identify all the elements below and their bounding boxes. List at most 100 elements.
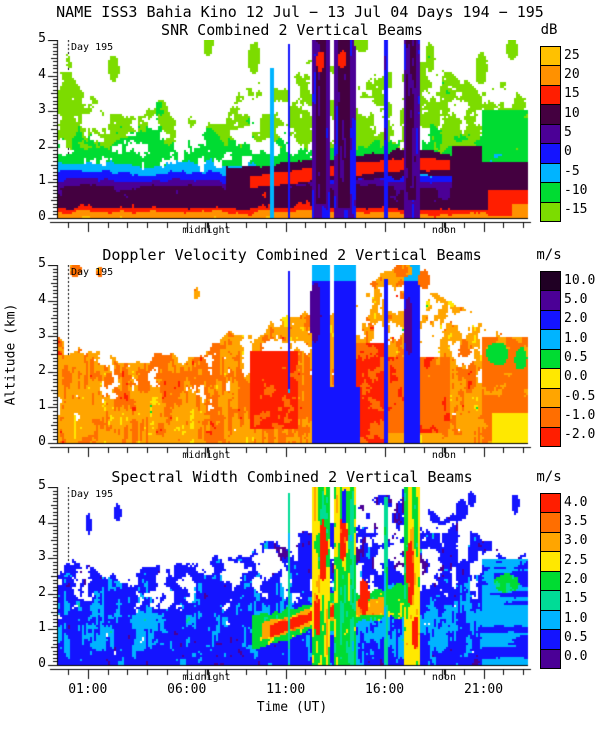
spectral-width-units-label: m/s [536,469,562,485]
doppler-velocity-colorbar-tick-label: 0.0 [564,369,588,385]
doppler-velocity-colorbar [540,271,561,447]
snr-colorbar-segment [541,182,560,202]
doppler-velocity-colorbar-tick-label: -2.0 [564,427,596,443]
spectral-width-colorbar-tick-label: 1.0 [564,610,588,626]
altitude-tick-label: 3 [38,102,46,118]
doppler-velocity-heatmap-canvas [0,265,600,461]
altitude-tick-label: 4 [38,66,46,82]
snr-colorbar-tick-label: 25 [564,47,580,63]
altitude-tick-label: 0 [38,434,46,449]
altitude-tick-label: 4 [38,291,46,307]
snr-colorbar-segment [541,47,560,66]
snr-colorbar-tick-label: 15 [564,86,580,102]
spectral-width-colorbar-segment [541,629,560,649]
doppler-velocity-colorbar-tick-label: 0.5 [564,350,588,365]
altitude-tick-label: 1 [38,620,46,636]
snr-colorbar-segment [541,65,560,85]
snr-colorbar-segment [541,104,560,124]
doppler-velocity-colorbar-segment [541,426,560,446]
snr-colorbar-tick-label: 5 [564,125,572,140]
snr-units-label: dB [540,22,558,38]
doppler-velocity-colorbar-tick-label: -1.0 [564,408,596,423]
spectral-width-colorbar-tick-label: 0.0 [564,649,588,665]
day-marker-label: Day 195 [71,42,114,53]
altitude-tick-label: 2 [38,584,46,600]
doppler-velocity-colorbar-segment [541,348,560,369]
doppler-velocity-panel-title: Doppler Velocity Combined 2 Vertical Bea… [102,246,482,264]
altitude-tick-label: 5 [38,256,46,271]
snr-panel-title: SNR Combined 2 Vertical Beams [161,21,423,39]
spectral-width-colorbar-segment [541,531,560,552]
spectral-width-colorbar-tick-label: 3.5 [564,514,588,529]
doppler-velocity-units-label: m/s [536,247,562,263]
spectral-width-colorbar-tick-label: 1.5 [564,591,588,607]
snr-colorbar-tick-label: 20 [564,67,580,82]
time-annotation-noon: noon [431,225,456,236]
spectral-width-colorbar-segment [541,609,560,630]
altitude-tick-label: 2 [38,362,46,378]
spectral-width-colorbar-segment [541,512,560,532]
doppler-velocity-colorbar-tick-label: 10.0 [564,272,596,288]
altitude-tick-label: 1 [38,173,46,189]
snr-colorbar-tick-label: -15 [564,202,588,218]
day-marker-label: Day 195 [71,267,114,278]
spectral-width-colorbar-tick-label: 4.0 [564,494,588,510]
snr-colorbar-tick-label: 0 [564,144,572,160]
spectral-width-panel-title: Spectral Width Combined 2 Vertical Beams [111,468,473,486]
snr-colorbar-segment [541,84,560,105]
doppler-velocity-colorbar-tick-label: 1.0 [564,330,588,346]
doppler-velocity-colorbar-segment [541,290,560,310]
spectral-width-colorbar-tick-label: 3.0 [564,533,588,549]
time-tick-label: 11:00 [266,682,306,697]
spectral-width-colorbar-tick-label: 0.5 [564,630,588,645]
doppler-velocity-colorbar-segment [541,329,560,349]
altitude-tick-label: 3 [38,327,46,343]
spectral-width-heatmap-canvas [0,487,600,683]
spectral-width-colorbar-tick-label: 2.5 [564,552,588,568]
time-tick-label: 21:00 [463,682,504,697]
time-annotation-midnight: midnight [182,450,231,461]
time-tick-label: 01:00 [68,682,108,697]
spectral-width-colorbar-segment [541,494,560,513]
altitude-tick-label: 5 [38,31,46,46]
time-annotation-midnight: midnight [182,672,231,683]
spectral-width-colorbar-segment [541,648,560,668]
day-marker-label: Day 195 [71,489,114,500]
spectral-width-colorbar-tick-label: 2.0 [564,572,588,587]
spectral-width-colorbar-segment [541,551,560,571]
time-axis-label: Time (UT) [256,700,328,715]
time-tick-label: 16:00 [365,682,405,697]
snr-colorbar-tick-label: -10 [564,183,588,198]
snr-colorbar-segment [541,143,560,163]
spectral-width-colorbar-segment [541,570,560,591]
doppler-velocity-colorbar-segment [541,407,560,427]
time-annotation-noon: noon [431,450,456,461]
snr-heatmap-canvas [0,40,600,236]
doppler-velocity-colorbar-segment [541,309,560,330]
doppler-velocity-colorbar-segment [541,387,560,408]
snr-colorbar [540,46,561,222]
altitude-tick-label: 1 [38,398,46,414]
spectral-width-colorbar-segment [541,590,560,610]
altitude-tick-label: 3 [38,549,46,565]
time-annotation-noon: noon [431,672,456,683]
time-tick-label: 06:00 [167,682,207,697]
snr-colorbar-segment [541,201,560,221]
snr-colorbar-segment [541,162,560,183]
doppler-velocity-colorbar-tick-label: 5.0 [564,292,588,307]
doppler-velocity-colorbar-tick-label: 2.0 [564,311,588,327]
altitude-tick-label: 5 [38,478,46,493]
altitude-tick-label: 0 [38,209,46,224]
doppler-velocity-colorbar-tick-label: -0.5 [564,388,596,404]
snr-colorbar-tick-label: -5 [564,163,580,179]
snr-colorbar-segment [541,123,560,144]
figure-title: NAME ISS3 Bahia Kino 12 Jul − 13 Jul 04 … [56,3,544,21]
altitude-tick-label: 2 [38,137,46,153]
doppler-velocity-colorbar-segment [541,368,560,388]
doppler-velocity-colorbar-segment [541,272,560,291]
altitude-tick-label: 4 [38,513,46,529]
spectral-width-colorbar [540,493,561,669]
altitude-tick-label: 0 [38,656,46,671]
